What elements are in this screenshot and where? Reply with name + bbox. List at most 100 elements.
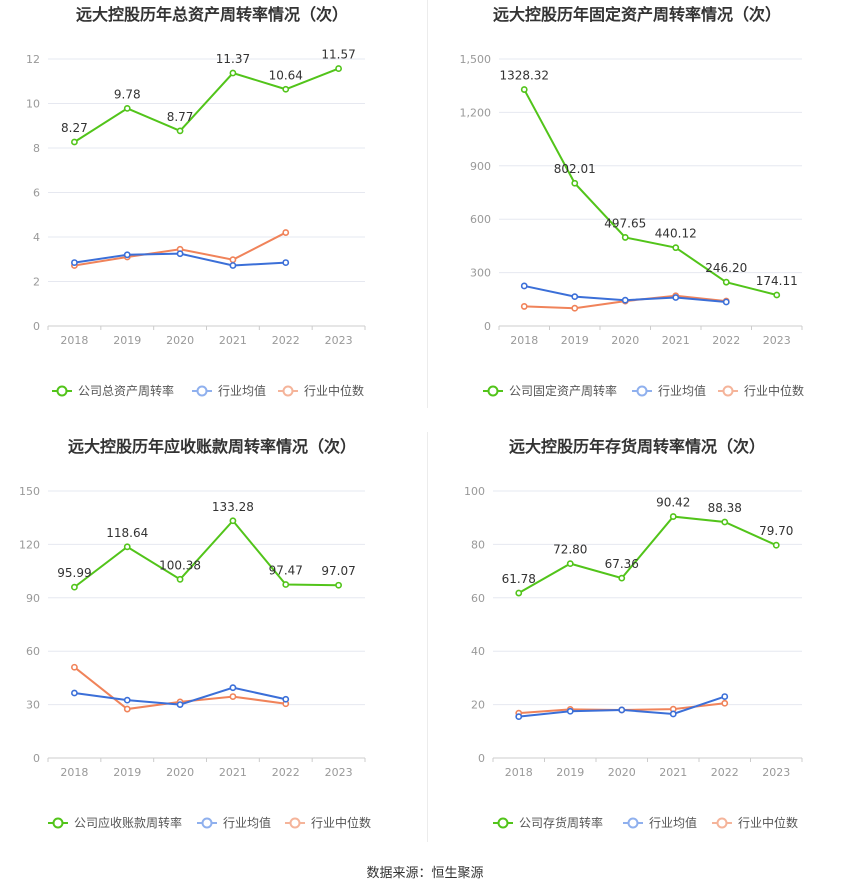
data-point xyxy=(229,256,237,264)
legend-marker xyxy=(716,817,728,829)
data-point xyxy=(71,583,78,591)
data-label: 72.80 xyxy=(553,543,587,557)
data-point xyxy=(123,104,131,112)
y-tick-label: 12 xyxy=(26,53,40,66)
y-tick-label: 300 xyxy=(470,267,491,280)
x-tick-label: 2021 xyxy=(219,334,247,347)
data-label: 246.20 xyxy=(705,261,747,275)
x-tick-label: 2019 xyxy=(561,334,589,347)
data-point xyxy=(176,127,184,135)
legend-marker xyxy=(196,385,208,397)
x-tick-label: 2018 xyxy=(60,766,88,779)
data-label: 497.65 xyxy=(604,216,646,230)
data-point xyxy=(721,693,729,700)
y-tick-label: 900 xyxy=(470,160,491,173)
data-point xyxy=(618,706,626,714)
y-tick-label: 6 xyxy=(33,187,40,200)
data-point xyxy=(566,560,574,568)
data-point xyxy=(571,293,579,301)
x-tick-label: 2023 xyxy=(763,334,791,347)
y-tick-label: 100 xyxy=(464,485,485,498)
vertical-divider-bottom xyxy=(427,432,428,842)
data-point xyxy=(176,250,184,258)
data-label: 61.78 xyxy=(502,572,536,586)
data-label: 97.47 xyxy=(269,564,303,578)
x-tick-label: 2023 xyxy=(762,766,790,779)
y-tick-label: 1,200 xyxy=(460,106,492,119)
data-point xyxy=(176,701,184,708)
y-tick-label: 0 xyxy=(478,752,485,765)
y-tick-label: 150 xyxy=(19,485,40,498)
data-label: 100.38 xyxy=(159,558,201,572)
legend-marker xyxy=(627,817,639,829)
data-point xyxy=(176,575,184,583)
legend-label: 公司存货周转率 xyxy=(519,815,603,830)
data-point xyxy=(282,581,290,588)
data-label: 10.64 xyxy=(269,68,303,82)
data-point xyxy=(71,138,78,146)
data-point xyxy=(282,259,290,266)
chart-svg: 远大控股历年固定资产周转率情况（次） 0 300 600 900 1,200 1,500 20… xyxy=(460,5,805,398)
data-label: 133.28 xyxy=(212,500,254,514)
y-tick-label: 40 xyxy=(471,645,485,658)
x-tick-label: 2020 xyxy=(166,334,194,347)
x-tick-label: 2019 xyxy=(556,766,584,779)
data-point xyxy=(773,291,781,299)
legend-marker xyxy=(636,385,648,397)
chart-title: 远大控股历年总资产周转率情况（次） xyxy=(76,5,348,24)
y-tick-label: 60 xyxy=(26,645,40,658)
data-point xyxy=(571,304,579,312)
data-label: 9.78 xyxy=(114,87,141,101)
data-point xyxy=(520,282,528,290)
chart-svg: 远大控股历年存货周转率情况（次） 0 20 40 60 80 100 2018 2019 2020… xyxy=(464,437,803,830)
data-point xyxy=(621,296,629,304)
data-label: 118.64 xyxy=(106,526,148,540)
legend-marker xyxy=(487,385,499,397)
y-tick-label: 0 xyxy=(33,320,40,333)
y-tick-label: 20 xyxy=(471,699,485,712)
vertical-divider-top xyxy=(427,0,428,408)
data-point xyxy=(722,298,730,306)
data-point xyxy=(229,69,237,77)
legend-marker xyxy=(201,817,213,829)
series-line xyxy=(523,89,777,296)
legend-label: 行业均值 xyxy=(658,383,706,398)
data-point xyxy=(123,251,131,259)
data-point xyxy=(621,234,629,241)
legend-marker xyxy=(289,817,301,829)
data-point xyxy=(669,710,677,718)
data-point xyxy=(335,65,342,72)
chart-total-asset-turnover: 远大控股历年总资产周转率情况（次） 0 2 4 6 8 10 12 2018 2019 2020 20… xyxy=(0,0,425,430)
data-point xyxy=(229,262,237,269)
legend-marker xyxy=(52,817,64,829)
legend-label: 公司总资产周转率 xyxy=(78,383,174,398)
y-tick-label: 2 xyxy=(33,276,40,289)
data-point xyxy=(335,581,342,589)
y-tick-label: 1,500 xyxy=(460,53,492,66)
data-point xyxy=(722,278,730,286)
data-label: 11.37 xyxy=(216,52,250,66)
chart-inventory-turnover: 远大控股历年存货周转率情况（次） 0 20 40 60 80 100 2018 2019 2020… xyxy=(425,432,850,862)
chart-svg: 远大控股历年总资产周转率情况（次） 0 2 4 6 8 10 12 2018 2019 2020 20… xyxy=(26,5,366,398)
y-tick-label: 80 xyxy=(471,538,485,551)
chart-title: 远大控股历年应收账款周转率情况（次） xyxy=(68,437,356,456)
data-point xyxy=(123,543,131,551)
y-tick-label: 8 xyxy=(33,142,40,155)
legend-marker xyxy=(282,385,294,397)
x-tick-label: 2022 xyxy=(272,334,300,347)
data-point xyxy=(520,86,528,93)
data-label: 88.38 xyxy=(708,501,742,515)
legend-label: 行业均值 xyxy=(649,815,697,830)
x-tick-label: 2018 xyxy=(510,334,538,347)
data-point xyxy=(520,303,528,310)
x-tick-label: 2019 xyxy=(113,766,141,779)
data-point xyxy=(229,693,237,700)
x-tick-label: 2023 xyxy=(325,766,353,779)
legend-label: 公司固定资产周转率 xyxy=(509,383,617,398)
data-point xyxy=(772,541,780,549)
legend-marker xyxy=(722,385,734,397)
x-tick-label: 2020 xyxy=(611,334,639,347)
legend-label: 行业中位数 xyxy=(304,383,364,398)
x-tick-label: 2022 xyxy=(272,766,300,779)
y-tick-label: 120 xyxy=(19,538,40,551)
